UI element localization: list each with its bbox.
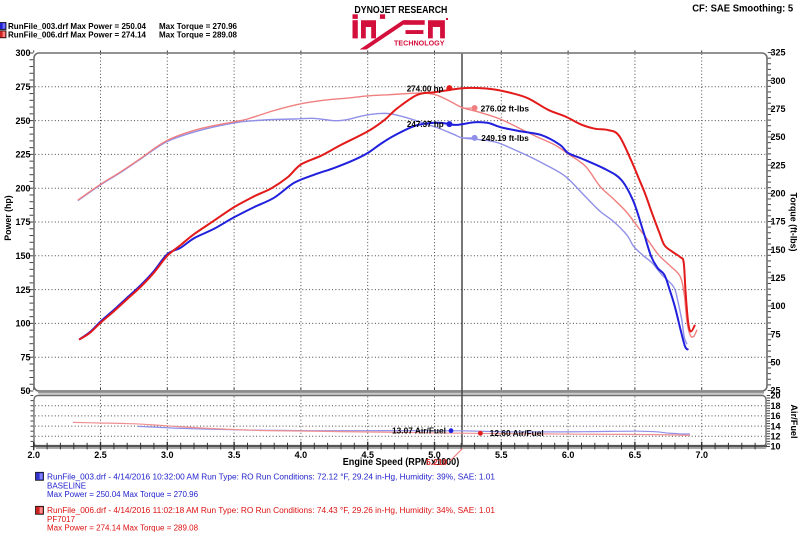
svg-text:RunFile_006.drf Max Power = 27: RunFile_006.drf Max Power = 274.14 (8, 29, 146, 39)
svg-text:275: 275 (15, 82, 30, 92)
svg-text:6.0: 6.0 (562, 450, 575, 460)
svg-text:274.00 hp: 274.00 hp (407, 83, 444, 93)
svg-text:175: 175 (15, 217, 30, 227)
svg-text:TECHNOLOGY: TECHNOLOGY (394, 41, 445, 48)
svg-text:250: 250 (771, 132, 786, 142)
svg-text:50: 50 (771, 358, 781, 368)
svg-text:2.5: 2.5 (94, 450, 107, 460)
svg-text:DYNOJET RESEARCH: DYNOJET RESEARCH (354, 5, 447, 16)
svg-text:125: 125 (771, 273, 786, 283)
svg-text:3.5: 3.5 (228, 450, 241, 460)
svg-text:275: 275 (771, 104, 786, 114)
svg-text:10: 10 (771, 442, 781, 452)
svg-text:Max Power = 250.04 Max Torque: Max Power = 250.04 Max Torque = 270.96 (47, 490, 199, 499)
svg-text:14: 14 (771, 421, 781, 431)
svg-text:225: 225 (771, 160, 786, 170)
svg-text:Power (hp): Power (hp) (3, 195, 13, 241)
svg-text:276.02 ft-lbs: 276.02 ft-lbs (481, 103, 530, 113)
svg-text:100: 100 (771, 301, 786, 311)
svg-text:16: 16 (771, 411, 781, 421)
svg-text:Max Torque = 289.08: Max Torque = 289.08 (159, 29, 237, 39)
svg-text:325: 325 (771, 48, 786, 58)
svg-text:5.5: 5.5 (495, 450, 508, 460)
svg-text:175: 175 (771, 217, 786, 227)
svg-text:Air/Fuel: Air/Fuel (789, 404, 799, 438)
svg-text:4.0: 4.0 (295, 450, 308, 460)
svg-text:300: 300 (771, 76, 786, 86)
svg-text:Max Power = 274.14 Max Torque: Max Power = 274.14 Max Torque = 289.08 (47, 524, 199, 533)
svg-text:3.0: 3.0 (161, 450, 174, 460)
svg-text:247.37 hp: 247.37 hp (407, 119, 444, 129)
svg-text:RunFile_003.drf - 4/14/2016 10: RunFile_003.drf - 4/14/2016 10:32:00 AM … (47, 473, 496, 482)
svg-text:CF: SAE Smoothing: 5: CF: SAE Smoothing: 5 (692, 3, 793, 14)
svg-text:50: 50 (20, 386, 30, 396)
svg-text:Torque (ft-lbs): Torque (ft-lbs) (789, 193, 799, 252)
svg-text:200: 200 (771, 189, 786, 199)
svg-text:75: 75 (20, 352, 30, 362)
svg-text:125: 125 (15, 285, 30, 295)
svg-text:250: 250 (15, 116, 30, 126)
svg-text:RunFile_006.drf - 4/14/2016 11: RunFile_006.drf - 4/14/2016 11:02:18 AM … (47, 506, 496, 515)
svg-text:150: 150 (15, 251, 30, 261)
svg-text:249.19 ft-lbs: 249.19 ft-lbs (481, 133, 529, 143)
svg-text:13.07 Air/Fuel: 13.07 Air/Fuel (392, 426, 446, 435)
svg-text:12.60 Air/Fuel: 12.60 Air/Fuel (490, 429, 544, 438)
svg-text:75: 75 (771, 329, 781, 339)
svg-text:2.0: 2.0 (27, 450, 40, 460)
svg-text:100: 100 (15, 319, 30, 329)
svg-text:200: 200 (15, 183, 30, 193)
svg-text:225: 225 (15, 150, 30, 160)
svg-text:20: 20 (771, 391, 781, 401)
svg-text:300: 300 (15, 48, 30, 58)
svg-text:150: 150 (771, 245, 786, 255)
svg-text:7.0: 7.0 (695, 450, 708, 460)
svg-text:6.5: 6.5 (629, 450, 642, 460)
svg-text:5.210: 5.210 (426, 457, 448, 467)
svg-text:12: 12 (771, 432, 781, 442)
svg-text:18: 18 (771, 401, 781, 411)
